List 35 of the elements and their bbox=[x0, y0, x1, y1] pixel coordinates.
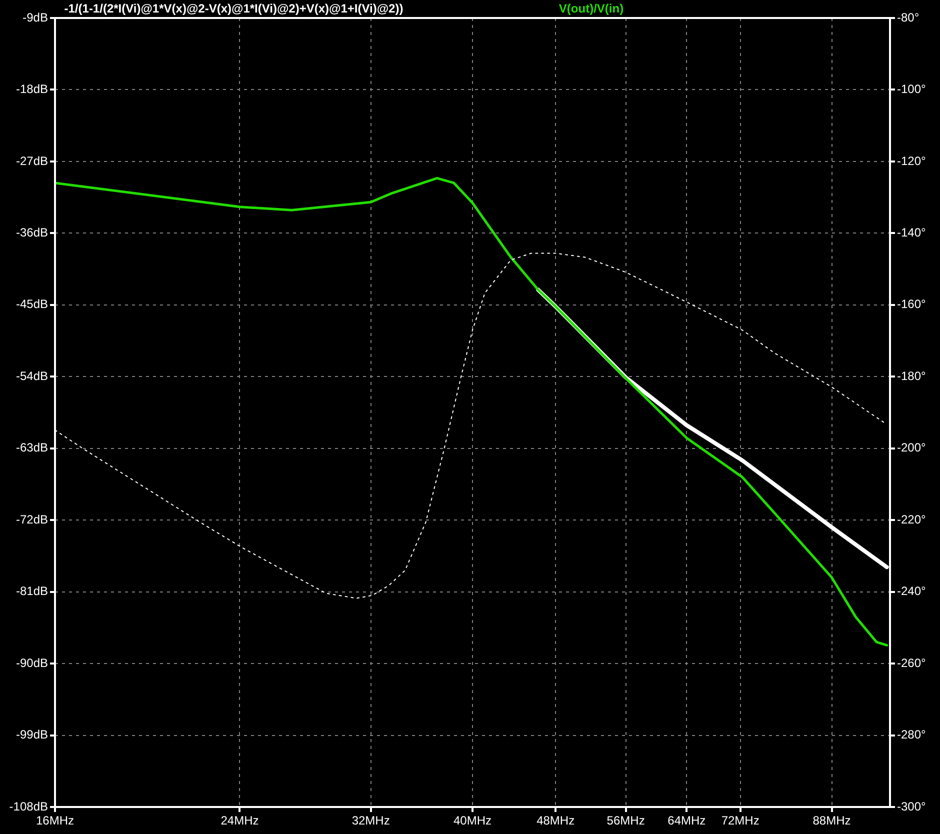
y2-tick-label: -260° bbox=[897, 656, 926, 670]
x-tick-label: 24MHz bbox=[220, 814, 259, 828]
y2-tick-label: -160° bbox=[897, 297, 926, 312]
y2-tick-label: -120° bbox=[897, 154, 926, 168]
y-tick-label: -27dB bbox=[16, 154, 48, 168]
x-tick-label: 56MHz bbox=[606, 814, 645, 828]
y-tick-label: -54dB bbox=[16, 368, 48, 383]
y2-tick-label: -100° bbox=[897, 82, 926, 96]
y2-tick-label: -180° bbox=[897, 368, 926, 383]
text: -1/(1-1/(2*I(Vi)@1*V(x)@2-V(x)@1*I(Vi)@2)+V(x)@1+I(Vi)@2)) bbox=[64, 1, 404, 16]
y-tick-label: -18dB bbox=[16, 82, 48, 96]
y-tick-label: -90dB bbox=[16, 656, 48, 670]
y-tick-label: -36dB bbox=[16, 225, 48, 240]
y-tick-label: -81dB bbox=[16, 584, 48, 598]
x-tick-label: 40MHz bbox=[453, 814, 492, 828]
y-tick-label: -72dB bbox=[16, 512, 48, 526]
x-tick-label: 48MHz bbox=[536, 814, 575, 828]
y-tick-label: -9dB bbox=[22, 10, 48, 24]
y-tick-label: -99dB bbox=[16, 728, 48, 742]
y2-tick-label: -140° bbox=[897, 225, 926, 240]
x-tick-label: 72MHz bbox=[721, 814, 760, 828]
x-tick-label: 16MHz bbox=[36, 814, 74, 828]
text: V(out)/V(in) bbox=[558, 1, 624, 16]
y2-tick-label: -200° bbox=[897, 440, 926, 455]
x-tick-label: 32MHz bbox=[352, 814, 390, 828]
y2-tick-label: -280° bbox=[897, 728, 926, 742]
y-tick-label: -108dB bbox=[9, 799, 48, 814]
y2-tick-label: -240° bbox=[897, 584, 926, 598]
y2-tick-label: -80° bbox=[897, 10, 920, 24]
x-tick-label: 88MHz bbox=[812, 814, 851, 828]
x-tick-label: 64MHz bbox=[668, 814, 706, 828]
y-tick-label: -63dB bbox=[16, 440, 48, 455]
y2-tick-label: -300° bbox=[897, 799, 926, 814]
y2-tick-label: -220° bbox=[897, 512, 926, 526]
y-tick-label: -45dB bbox=[16, 297, 48, 312]
